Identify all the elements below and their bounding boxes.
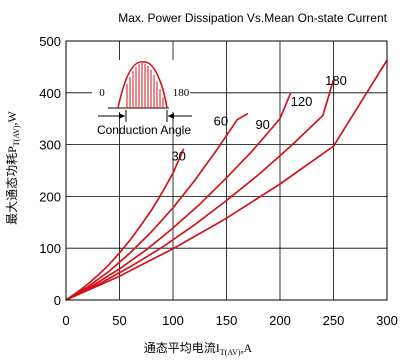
series-label-30: 30 [171, 149, 185, 164]
x-ticks: 0 50 100 150 200 250 300 [62, 313, 397, 328]
x-tick-label: 150 [216, 313, 238, 328]
x-tick-label: 50 [112, 313, 126, 328]
inset-label-right: 180 [173, 87, 190, 99]
y-tick-label: 0 [54, 293, 61, 308]
inset-half-sine [117, 61, 168, 109]
x-tick-label: 250 [323, 313, 345, 328]
series-line-120 [65, 79, 335, 301]
x-tick-label: 200 [269, 313, 291, 328]
y-tick-label: 200 [39, 189, 61, 204]
y-tick-label: 400 [39, 86, 61, 101]
x-axis-label: 通态平均电流IT(AV),A [144, 341, 253, 357]
y-ticks: 0 100 200 300 400 500 [39, 34, 61, 308]
series-labels: 30 60 90 120 180 [171, 73, 346, 164]
series-line-180 [65, 59, 388, 301]
series-line-90 [65, 92, 292, 301]
arrow-left-head [119, 113, 125, 119]
y-axis-label: 最大通态功耗PT(AV),W [5, 110, 21, 224]
chart-title: Max. Power Dissipation Vs.Mean On-state … [118, 11, 387, 25]
inset-hatch [126, 63, 164, 108]
series-line-60 [65, 112, 249, 301]
conduction-angle-caption: Conduction Angle [97, 123, 191, 137]
y-tick-label: 100 [39, 241, 61, 256]
x-tick-label: 100 [162, 313, 184, 328]
x-tick-label: 300 [376, 313, 398, 328]
series-label-90: 90 [255, 117, 269, 132]
arrow-right-head [168, 113, 174, 119]
series-line-30 [65, 148, 185, 301]
series-label-120: 120 [291, 94, 313, 109]
series-curves [65, 59, 388, 301]
plot-frame [65, 40, 388, 301]
series-label-180: 180 [325, 73, 347, 88]
y-tick-label: 500 [39, 34, 61, 49]
y-tick-label: 300 [39, 138, 61, 153]
x-tick-label: 0 [62, 313, 69, 328]
inset-label-left: 0 [99, 87, 105, 99]
conduction-angle-inset: 0 180 Conduction Angle [92, 60, 192, 137]
series-label-60: 60 [214, 114, 228, 129]
